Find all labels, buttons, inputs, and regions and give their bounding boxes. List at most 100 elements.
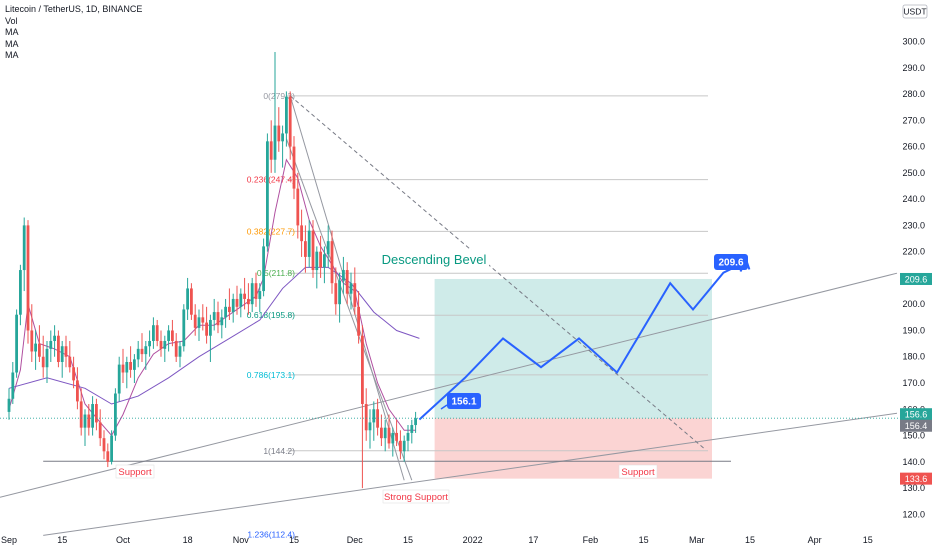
candle [30,304,34,362]
indicator-ma-2[interactable]: MA [5,38,19,49]
candle-body [410,425,414,433]
candle-body [216,312,220,326]
candle-body [133,359,136,370]
price-label-156.6[interactable]: 156.6 [900,408,932,421]
candle-body [49,340,53,349]
price-label-209.6[interactable]: 209.6 [900,272,932,285]
fib-label-0.236: 0.236(247.4) [247,175,295,185]
price-label-133.6[interactable]: 133.6 [900,472,932,485]
candle-body [224,306,227,318]
candle-body [273,125,277,160]
candle [307,220,311,268]
candle-body [372,409,376,423]
price-tick-label: 170.0 [902,378,925,388]
candle [334,267,338,315]
candle-body [167,330,170,341]
candle-body [296,188,300,226]
entry-callout-text: 156.1 [451,397,476,408]
candle [174,333,178,362]
candle-body [239,293,243,307]
candle [250,277,254,313]
candle [368,409,372,449]
symbol-title[interactable]: Litecoin / TetherUS, 1D, BINANCE [5,4,143,14]
candle [266,133,269,252]
candle [395,419,398,447]
strong-support-tag[interactable]: Strong Support [382,489,450,504]
ascending-trend-line[interactable] [0,272,898,498]
indicator-ma-1[interactable]: MA [5,27,19,37]
candle-body [174,340,178,357]
candle [243,277,246,310]
candle-body [380,427,383,439]
candle-body [319,251,322,268]
support-tag-left-box [115,464,155,479]
candle [326,225,330,268]
candle [129,346,132,378]
entry-callout-box [447,393,481,409]
descending-bevel-label[interactable]: Descending Bevel [379,250,489,268]
candle-body [330,241,334,284]
time-tick-label: 15 [863,535,873,545]
support-tag-left[interactable]: Support [115,464,155,479]
price-label-156.4[interactable]: 156.4 [900,419,932,432]
candle-body [304,241,307,257]
candle [319,235,322,278]
candle [300,209,303,257]
candle-body [45,348,49,368]
target-callout[interactable]: 209.6 [714,254,748,270]
bevel-line-lower[interactable] [285,138,413,481]
candle-body [125,361,129,373]
time-tick-label: 2022 [463,535,483,545]
projected-path[interactable] [418,262,743,421]
trend-lines[interactable] [0,95,898,536]
candle-body [288,96,292,147]
candle [38,325,41,362]
candle-body [315,251,319,271]
indicator-vol[interactable]: Vol [5,15,18,26]
candle-body [148,340,151,347]
candle [57,330,60,368]
candle [212,298,216,331]
candle [311,220,315,278]
fibonacci-levels[interactable]: 0(279.3) 0.236(247.4) 0.382(227.7) 0.5(211.… [247,91,708,539]
price-tick-label: 280.0 [902,89,925,99]
candle [292,136,296,200]
time-axis[interactable]: Sep 15 Oct 18 Nov 15 Dec 15 2022 17 Feb 15 Mar 15 Apr 1… [1,535,873,545]
candle-body [269,141,273,160]
price-tick-label: 180.0 [902,352,925,362]
candle-body [163,340,167,349]
time-tick-label: 15 [57,535,67,545]
long-support-line[interactable] [43,412,898,536]
candle [315,246,319,289]
price-tick-label: 200.0 [902,299,925,309]
candle-body [285,96,288,134]
candle [110,430,113,465]
candle [235,285,239,315]
indicator-ma-3[interactable]: MA [5,50,19,60]
candle-body [41,356,45,368]
descending-bevel-bg [379,250,489,268]
candle [60,340,64,378]
candle [49,330,53,362]
support-tag-right[interactable]: Support [618,464,658,479]
candle [148,330,151,357]
candle-body [129,361,132,370]
entry-callout[interactable]: 156.1 [447,393,481,409]
candle [79,388,83,436]
entry-callout-pointer [440,404,448,410]
candle [273,52,277,173]
candle [330,230,334,294]
price-label-text: 209.6 [905,274,928,284]
candle [26,220,30,344]
position-zones [434,278,712,479]
candle [133,354,136,384]
time-tick-label: 17 [528,535,538,545]
candle-body [376,409,379,428]
currency-badge[interactable]: USDT [902,4,928,19]
annotations[interactable]: 156.1 209.6 Descending Bevel Support Support… [115,250,748,504]
candle-body [353,283,357,307]
candle [171,319,174,347]
price-axis[interactable]: 120.0130.0140.0150.0160.0170.0180.0190.0… [0,4,932,519]
